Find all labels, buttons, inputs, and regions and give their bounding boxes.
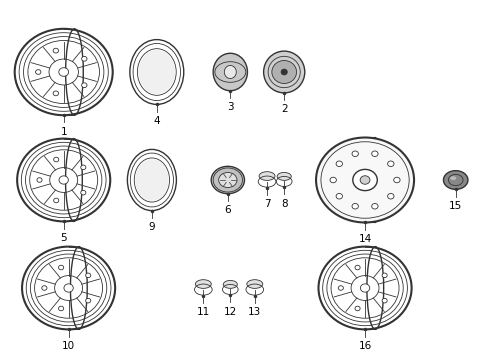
Ellipse shape xyxy=(336,193,343,199)
Ellipse shape xyxy=(82,83,87,87)
Text: 8: 8 xyxy=(281,199,288,209)
Ellipse shape xyxy=(211,166,245,194)
Ellipse shape xyxy=(277,172,291,180)
Ellipse shape xyxy=(259,172,275,180)
Ellipse shape xyxy=(53,91,58,96)
Text: 16: 16 xyxy=(358,341,372,351)
Ellipse shape xyxy=(82,57,87,61)
Ellipse shape xyxy=(219,172,237,188)
Ellipse shape xyxy=(355,265,360,270)
Ellipse shape xyxy=(264,51,305,93)
Ellipse shape xyxy=(224,66,236,78)
Ellipse shape xyxy=(382,298,387,303)
Ellipse shape xyxy=(59,176,69,184)
Ellipse shape xyxy=(352,151,358,157)
Ellipse shape xyxy=(139,50,175,94)
Ellipse shape xyxy=(336,161,343,167)
Text: 7: 7 xyxy=(264,199,270,210)
Ellipse shape xyxy=(81,165,86,170)
Ellipse shape xyxy=(196,280,211,288)
Ellipse shape xyxy=(54,157,59,162)
Text: 1: 1 xyxy=(60,127,67,137)
Ellipse shape xyxy=(443,171,468,189)
Ellipse shape xyxy=(281,69,287,75)
Ellipse shape xyxy=(59,68,69,76)
Ellipse shape xyxy=(37,178,42,182)
Ellipse shape xyxy=(368,138,382,222)
Ellipse shape xyxy=(361,284,369,292)
Text: 5: 5 xyxy=(60,233,67,243)
Text: 15: 15 xyxy=(449,201,463,211)
Text: 6: 6 xyxy=(224,205,231,215)
Ellipse shape xyxy=(64,284,74,292)
Ellipse shape xyxy=(360,176,370,184)
Ellipse shape xyxy=(213,53,247,91)
Text: 4: 4 xyxy=(153,116,160,126)
Text: 9: 9 xyxy=(148,222,155,232)
Ellipse shape xyxy=(86,298,91,303)
Ellipse shape xyxy=(338,286,343,290)
Ellipse shape xyxy=(42,286,47,290)
Text: 13: 13 xyxy=(248,307,262,318)
Ellipse shape xyxy=(352,203,358,209)
Ellipse shape xyxy=(59,306,64,311)
Text: 14: 14 xyxy=(358,234,372,244)
Ellipse shape xyxy=(388,161,394,167)
Text: 10: 10 xyxy=(62,341,75,351)
Text: 3: 3 xyxy=(227,102,234,112)
Ellipse shape xyxy=(135,159,169,201)
Ellipse shape xyxy=(330,177,336,183)
Ellipse shape xyxy=(53,48,58,53)
Ellipse shape xyxy=(382,273,387,278)
Ellipse shape xyxy=(353,169,377,191)
Ellipse shape xyxy=(450,176,456,180)
Text: 12: 12 xyxy=(223,307,237,317)
Ellipse shape xyxy=(223,280,237,288)
Ellipse shape xyxy=(372,151,378,157)
Ellipse shape xyxy=(54,198,59,203)
Ellipse shape xyxy=(394,177,400,183)
Ellipse shape xyxy=(272,60,296,84)
Ellipse shape xyxy=(247,280,263,288)
Text: 2: 2 xyxy=(281,104,288,114)
Ellipse shape xyxy=(86,273,91,278)
Ellipse shape xyxy=(36,69,41,75)
Ellipse shape xyxy=(59,265,64,270)
Ellipse shape xyxy=(355,306,360,311)
Ellipse shape xyxy=(372,203,378,209)
Ellipse shape xyxy=(81,190,86,195)
Text: 11: 11 xyxy=(196,307,210,318)
Ellipse shape xyxy=(316,138,414,222)
Ellipse shape xyxy=(388,193,394,199)
